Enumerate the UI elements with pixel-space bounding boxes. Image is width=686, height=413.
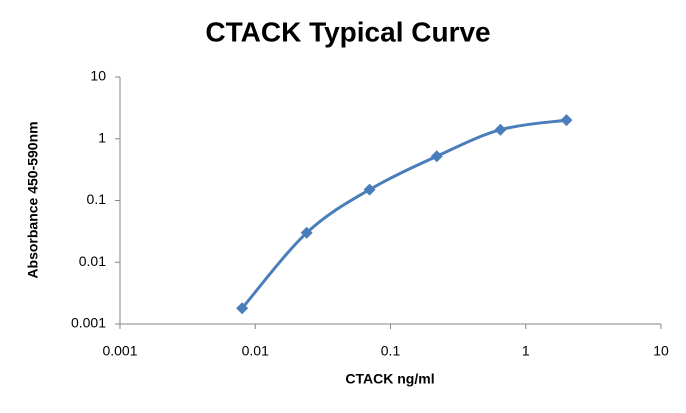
x-tick-label: 0.001 — [102, 343, 137, 359]
x-tick-label: 0.1 — [381, 343, 401, 359]
x-tick-label: 1 — [522, 343, 530, 359]
marker — [430, 150, 443, 163]
y-tick-label: 10 — [90, 68, 106, 84]
marker — [494, 123, 507, 136]
marker — [560, 114, 573, 127]
y-tick-label: 0.01 — [79, 253, 106, 269]
curve — [241, 118, 567, 310]
y-axis-title: Absorbance 450-590nm — [25, 121, 41, 278]
marker — [236, 302, 249, 315]
y-tick-label: 0.1 — [87, 191, 107, 207]
x-tick-label: 10 — [653, 343, 669, 359]
x-tick-label: 0.01 — [242, 343, 269, 359]
x-axis-title: CTACK ng/ml — [345, 371, 434, 387]
y-tick-label: 1 — [98, 129, 106, 145]
chart-title: CTACK Typical Curve — [205, 16, 490, 47]
marker — [363, 183, 376, 196]
marker — [300, 226, 313, 239]
y-tick-label: 0.001 — [71, 315, 106, 331]
